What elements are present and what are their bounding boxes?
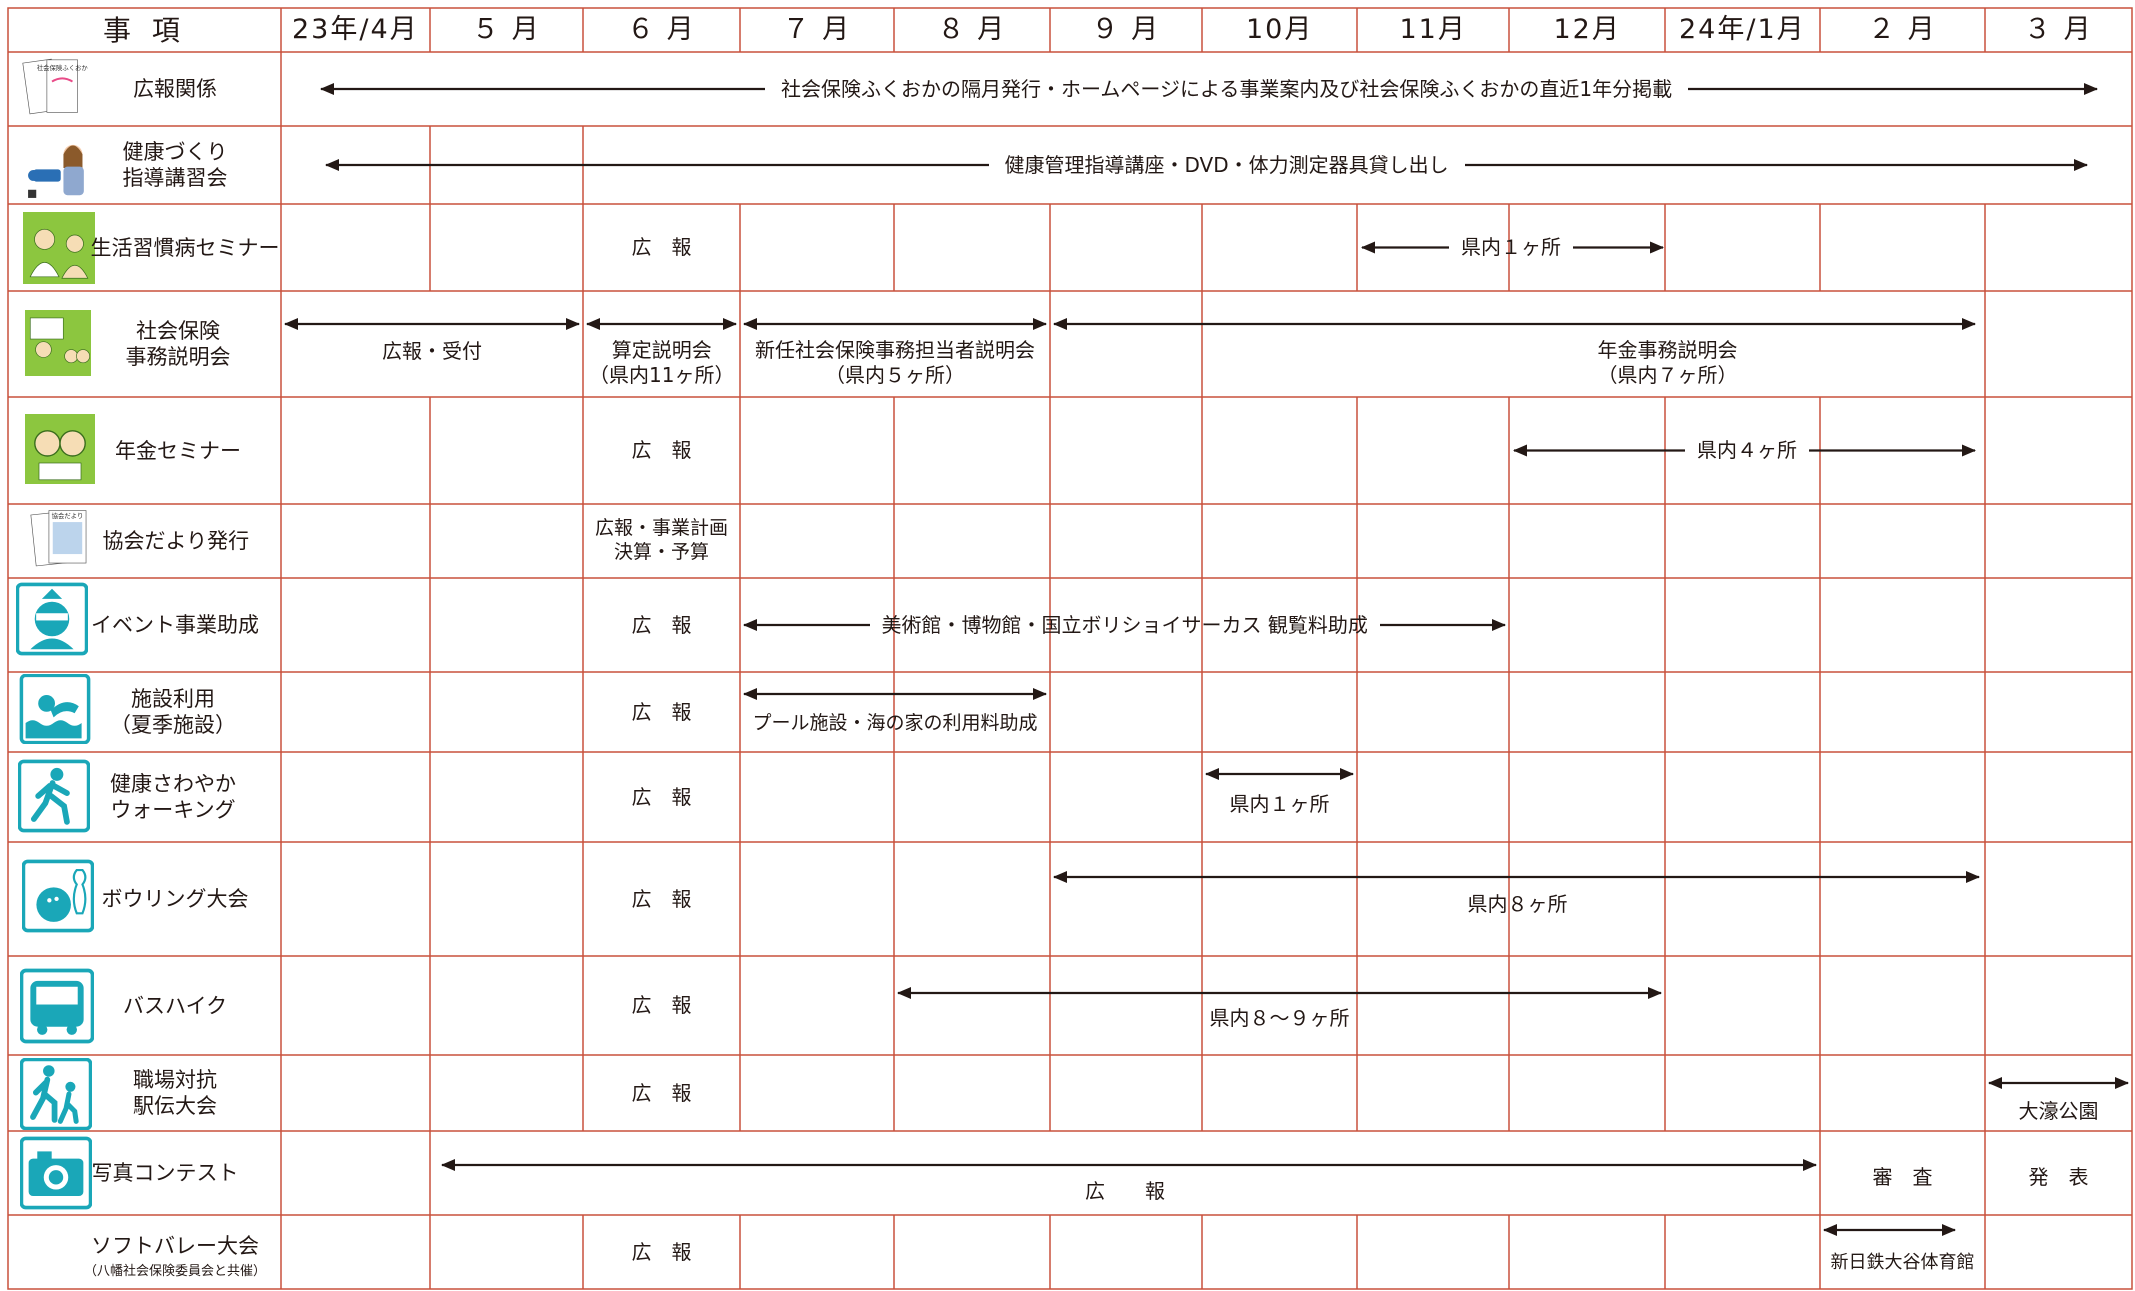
header-month-4: ７ 月: [782, 14, 852, 45]
header-month-6: ９ 月: [1091, 14, 1161, 45]
photo-pr-text: 広 報: [1085, 1178, 1165, 1203]
walker-icon: [18, 759, 90, 833]
bus-icon: [20, 968, 94, 1044]
header-month-8: 11月: [1399, 14, 1467, 45]
bus-text: 県内８～９ヶ所: [1209, 1005, 1350, 1030]
header-month-10: 24年/1月: [1679, 14, 1806, 45]
jimu-oct-text: 年金事務説明会 （県内７ヶ所）: [1597, 338, 1738, 387]
row-label-volley: ソフトバレー大会: [91, 1234, 259, 1258]
row-label-bus: バスハイク: [123, 993, 228, 1018]
row-label-shisetsu: 施設利用 （夏季施設）: [110, 686, 236, 737]
row-label-bowling: ボウリング大会: [101, 887, 249, 911]
row-label-event: イベント事業助成: [91, 613, 259, 637]
header-item-label: 事 項: [103, 13, 186, 47]
walking-pr-text: 広 報: [631, 784, 692, 809]
bus-pr-text: 広 報: [631, 993, 692, 1017]
instructor-icon: [28, 144, 84, 198]
header-month-2: ５ 月: [472, 14, 541, 45]
walking-oct-text: 県内１ヶ所: [1229, 791, 1330, 816]
kenko-period-text: 健康管理指導講座・DVD・体力測定器具貸し出し: [992, 152, 1461, 178]
photo-mar-text: 発 表: [2028, 1164, 2089, 1189]
header-month-7: 10月: [1246, 14, 1314, 45]
nenkin-dec-text: 県内４ヶ所: [1697, 438, 1797, 462]
row-label-kouhou: 広報関係: [133, 77, 217, 101]
row-label-photo: 写真コンテスト: [91, 1161, 239, 1185]
header-month-3: ６ 月: [627, 14, 696, 45]
shisetsu-pr-text: 広 報: [631, 699, 692, 724]
row-label-nenkin: 年金セミナー: [115, 438, 241, 463]
row-label-seikatsu: 生活習慣病セミナー: [90, 235, 280, 260]
elderly-couple-icon: [25, 414, 95, 484]
jimu-may-text: 算定説明会 （県内11ヶ所）: [589, 338, 735, 387]
row-label-jimu: 社会保険 事務説明会: [125, 318, 231, 369]
presentation-icon: [25, 310, 91, 376]
seikatsu-pr-text: 広 報: [631, 235, 692, 259]
shisetsu-text: プール施設・海の家の利用料助成: [752, 712, 1038, 734]
event-period-text: 美術館・博物館・国立ボリショイサーカス 観覧料助成: [881, 612, 1368, 637]
camera-icon: [20, 1136, 92, 1210]
nenkin-pr-text: 広 報: [631, 438, 692, 462]
ekiden-pr-text: 広 報: [631, 1080, 692, 1105]
newsletter-icon: 社会保険ふくおか: [22, 58, 88, 115]
jimu-jul-text: 新任社会保険事務担当者説明会 （県内５ヶ所）: [755, 338, 1035, 387]
row-label-kenko: 健康づくり 指導講習会: [122, 139, 228, 190]
table-border: [7, 7, 2133, 1290]
kouhou-period-text: 社会保険ふくおかの隔月発行・ホームページによる事業案内及び社会保険ふくおかの直近…: [769, 76, 1685, 102]
runners-icon: [20, 1058, 92, 1130]
seikatsu-nov-text: 県内１ヶ所: [1461, 235, 1561, 259]
ekiden-mar-text: 大濠公園: [2018, 1098, 2099, 1123]
header-month-12: ３ 月: [2024, 14, 2093, 45]
header-month-1: 23年/4月: [292, 14, 419, 45]
doctor-consultation-icon: [23, 212, 95, 284]
svg-text:協会だより: 協会だより: [52, 511, 84, 520]
event-pr-text: 広 報: [631, 612, 692, 637]
bowling-text: 県内８ヶ所: [1467, 891, 1568, 916]
swimmer-icon: [19, 674, 91, 744]
header-month-5: ８ 月: [937, 14, 1007, 45]
header-month-9: 12月: [1553, 14, 1621, 45]
newsletter-pages-icon: 協会だより: [30, 510, 87, 567]
mascot-icon: [16, 582, 88, 656]
volley-feb-text: 新日鉄大谷体育館: [1830, 1251, 1975, 1273]
dayori-jun-text: 広報・事業計画 決算・予算: [595, 517, 729, 563]
bowling-icon: [22, 859, 94, 933]
photo-feb-text: 審 査: [1872, 1164, 1933, 1189]
row-label-ekiden: 職場対抗 駅伝大会: [133, 1067, 217, 1118]
row-label-dayori: 協会だより発行: [102, 529, 250, 553]
row-sublabel-volley: （八幡社会保険委員会と共催）: [84, 1264, 267, 1279]
svg-text:社会保険ふくおか: 社会保険ふくおか: [37, 63, 88, 72]
bowling-pr-text: 広 報: [631, 886, 692, 911]
row-label-walking: 健康さわやか ウォーキング: [110, 771, 236, 822]
volley-pr-text: 広 報: [631, 1239, 692, 1264]
header-month-11: ２ 月: [1868, 14, 1937, 45]
jimu-apr-text: 広報・受付: [382, 338, 482, 363]
